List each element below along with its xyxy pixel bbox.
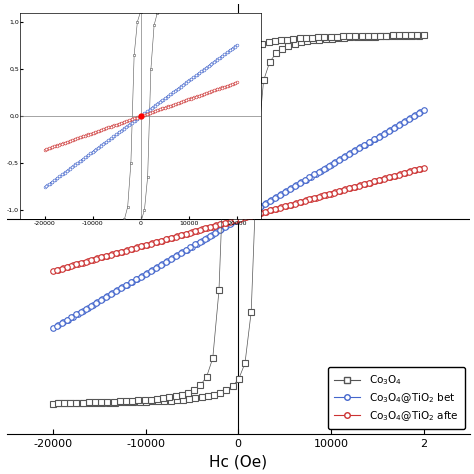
X-axis label: Hc (Oe): Hc (Oe) xyxy=(209,455,267,470)
Legend: Co$_3$O$_4$, Co$_3$O$_4$@TiO$_2$ bet, Co$_3$O$_4$@TiO$_2$ afte: Co$_3$O$_4$, Co$_3$O$_4$@TiO$_2$ bet, Co… xyxy=(328,367,465,429)
